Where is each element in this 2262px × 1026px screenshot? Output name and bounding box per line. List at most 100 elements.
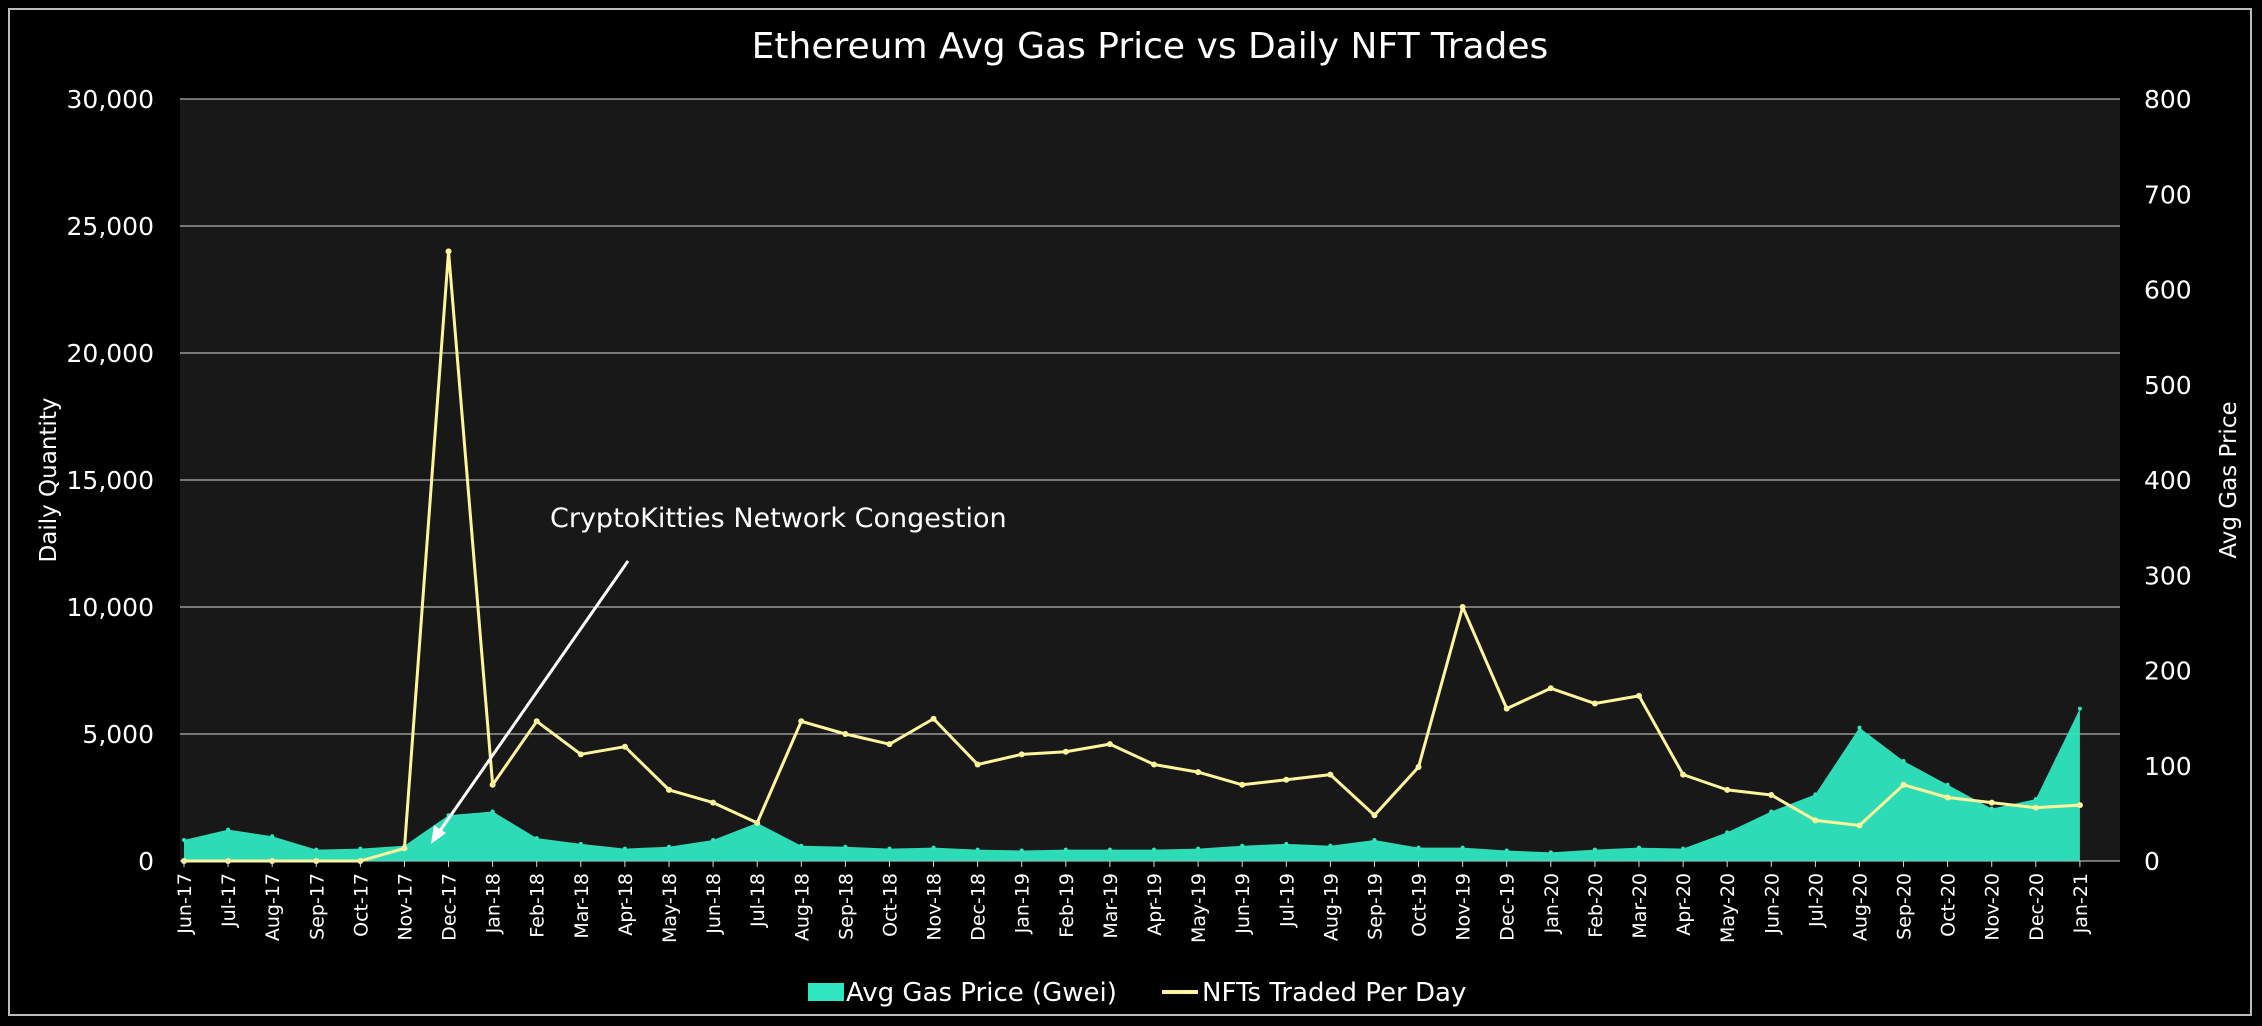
gas-price-point xyxy=(2033,797,2038,802)
nft-trades-point xyxy=(798,718,805,725)
nft-trades-point xyxy=(489,781,496,788)
nft-trades-line xyxy=(181,248,2083,864)
nft-trades-point xyxy=(1327,771,1334,778)
x-tick-label: Dec-19 xyxy=(1497,873,1519,941)
x-tick-label: Feb-20 xyxy=(1585,873,1607,938)
nft-trades-point xyxy=(842,731,849,737)
x-tick-label: May-19 xyxy=(1188,873,1210,943)
nft-trades-point xyxy=(1856,822,1863,829)
gas-price-point xyxy=(843,844,848,849)
chart: CryptoKitties Network Congestion 0 5,000 1… xyxy=(36,26,2242,1008)
nft-trades-point xyxy=(1988,799,1995,806)
gas-price-point xyxy=(226,827,231,832)
x-tick-label: Jan-19 xyxy=(1012,873,1034,934)
nft-trades-point xyxy=(1636,692,1642,699)
gas-price-area xyxy=(182,706,2082,861)
gas-price-point xyxy=(1240,843,1245,848)
legend: Avg Gas Price (Gwei) NFTs Traded Per Day xyxy=(808,978,1466,1008)
x-tick-label: Jul-20 xyxy=(1805,873,1827,928)
annotation-arrow xyxy=(433,560,630,839)
nft-trades-point xyxy=(1768,791,1775,798)
x-tick-label: Jun-17 xyxy=(174,873,196,935)
gas-price-point xyxy=(1548,850,1553,855)
gas-price-point xyxy=(1989,806,1994,811)
gas-price-point xyxy=(799,843,804,848)
nft-trades-point xyxy=(1900,781,1907,788)
gas-price-point xyxy=(490,809,495,814)
x-tick-label: Jun-18 xyxy=(703,873,725,935)
gas-price-point xyxy=(1460,845,1465,850)
x-tick-label: Feb-18 xyxy=(527,873,549,938)
legend-label-gas: Avg Gas Price (Gwei) xyxy=(846,978,1117,1008)
x-tick-label: Apr-19 xyxy=(1144,873,1166,936)
gas-price-point xyxy=(1681,846,1686,851)
gas-price-point xyxy=(1063,847,1068,852)
nft-trades-point xyxy=(974,761,981,768)
nft-trades-point xyxy=(445,248,452,255)
nft-trades-point xyxy=(1371,812,1378,819)
nft-trades-point xyxy=(533,718,540,725)
x-tick-label: Jun-20 xyxy=(1761,873,1783,935)
y-right-label: Avg Gas Price xyxy=(2216,401,2242,558)
gas-price-point xyxy=(1901,758,1906,763)
y-left-tick-label: 30,000 xyxy=(67,85,154,114)
nft-trades-point xyxy=(886,741,893,748)
x-tick-label: Aug-18 xyxy=(791,873,813,941)
nft-trades-point xyxy=(2076,802,2083,809)
chart-frame: CryptoKitties Network Congestion 0 5,000 1… xyxy=(8,8,2252,1016)
x-tick-label: Jan-20 xyxy=(1541,873,1563,934)
gas-price-point xyxy=(1769,809,1774,814)
x-tick-label: Dec-20 xyxy=(2026,873,2048,941)
x-tick-label: Mar-19 xyxy=(1100,873,1122,939)
x-tick-label: Sep-17 xyxy=(306,873,328,940)
x-ticks: Jun-17 Jul-17 Aug-17 Sep-17 Oct-17 Nov-17 Dec-… xyxy=(174,861,2092,943)
y-right-tick-label: 300 xyxy=(2144,561,2192,590)
gas-price-area-path xyxy=(184,708,2080,861)
x-tick-label: Apr-18 xyxy=(615,873,637,936)
legend-swatch-gas xyxy=(808,983,844,1001)
nft-trades-point xyxy=(1062,748,1069,755)
gas-price-point xyxy=(1813,792,1818,797)
x-tick-label: Jun-19 xyxy=(1232,873,1254,935)
x-tick-label: Jul-17 xyxy=(218,873,240,928)
x-tick-label: Aug-19 xyxy=(1320,873,1342,941)
y-left-ticks: 0 5,000 10,000 15,000 20,000 25,000 30,000 xyxy=(67,85,154,876)
x-tick-label: Sep-19 xyxy=(1364,873,1386,940)
x-tick-label: Dec-17 xyxy=(439,873,461,941)
gas-price-point xyxy=(975,847,980,852)
nft-trades-point xyxy=(666,786,672,793)
gas-price-point xyxy=(711,838,716,843)
x-tick-label: Nov-20 xyxy=(1982,873,2004,941)
nft-trades-point xyxy=(621,743,628,750)
annotation-group: CryptoKitties Network Congestion xyxy=(431,503,1007,844)
x-tick-label: Mar-18 xyxy=(571,873,593,939)
nft-trades-point xyxy=(1591,700,1598,707)
y-right-tick-label: 800 xyxy=(2144,85,2192,114)
y-right-tick-label: 500 xyxy=(2144,371,2192,400)
gas-price-point xyxy=(2077,706,2082,711)
nft-trades-point xyxy=(401,845,408,852)
nft-trades-point xyxy=(1680,771,1687,778)
gas-price-point xyxy=(667,844,671,849)
gas-price-point xyxy=(1328,843,1333,848)
x-tick-label: Oct-20 xyxy=(1938,873,1960,937)
nft-trades-point xyxy=(1151,761,1157,768)
nft-trades-point xyxy=(710,799,717,806)
gas-price-point xyxy=(1372,838,1377,843)
gas-price-point xyxy=(887,846,892,851)
nft-trades-point xyxy=(1944,794,1951,801)
gas-price-point xyxy=(1857,725,1862,730)
gas-price-point xyxy=(534,836,539,841)
nft-trades-point xyxy=(2032,804,2039,811)
chart-title: Ethereum Avg Gas Price vs Daily NFT Trad… xyxy=(752,26,1549,67)
gas-price-point xyxy=(1637,845,1641,850)
gas-price-point xyxy=(358,846,363,851)
x-tick-label: Nov-18 xyxy=(924,873,946,941)
x-tick-label: Oct-19 xyxy=(1409,873,1431,937)
nft-trades-point xyxy=(1018,751,1025,758)
x-tick-label: Oct-17 xyxy=(350,873,372,937)
x-tick-label: Jul-18 xyxy=(747,873,769,928)
gas-price-point xyxy=(1592,847,1597,852)
gas-price-point xyxy=(1152,847,1156,852)
x-tick-label: May-18 xyxy=(659,873,681,943)
